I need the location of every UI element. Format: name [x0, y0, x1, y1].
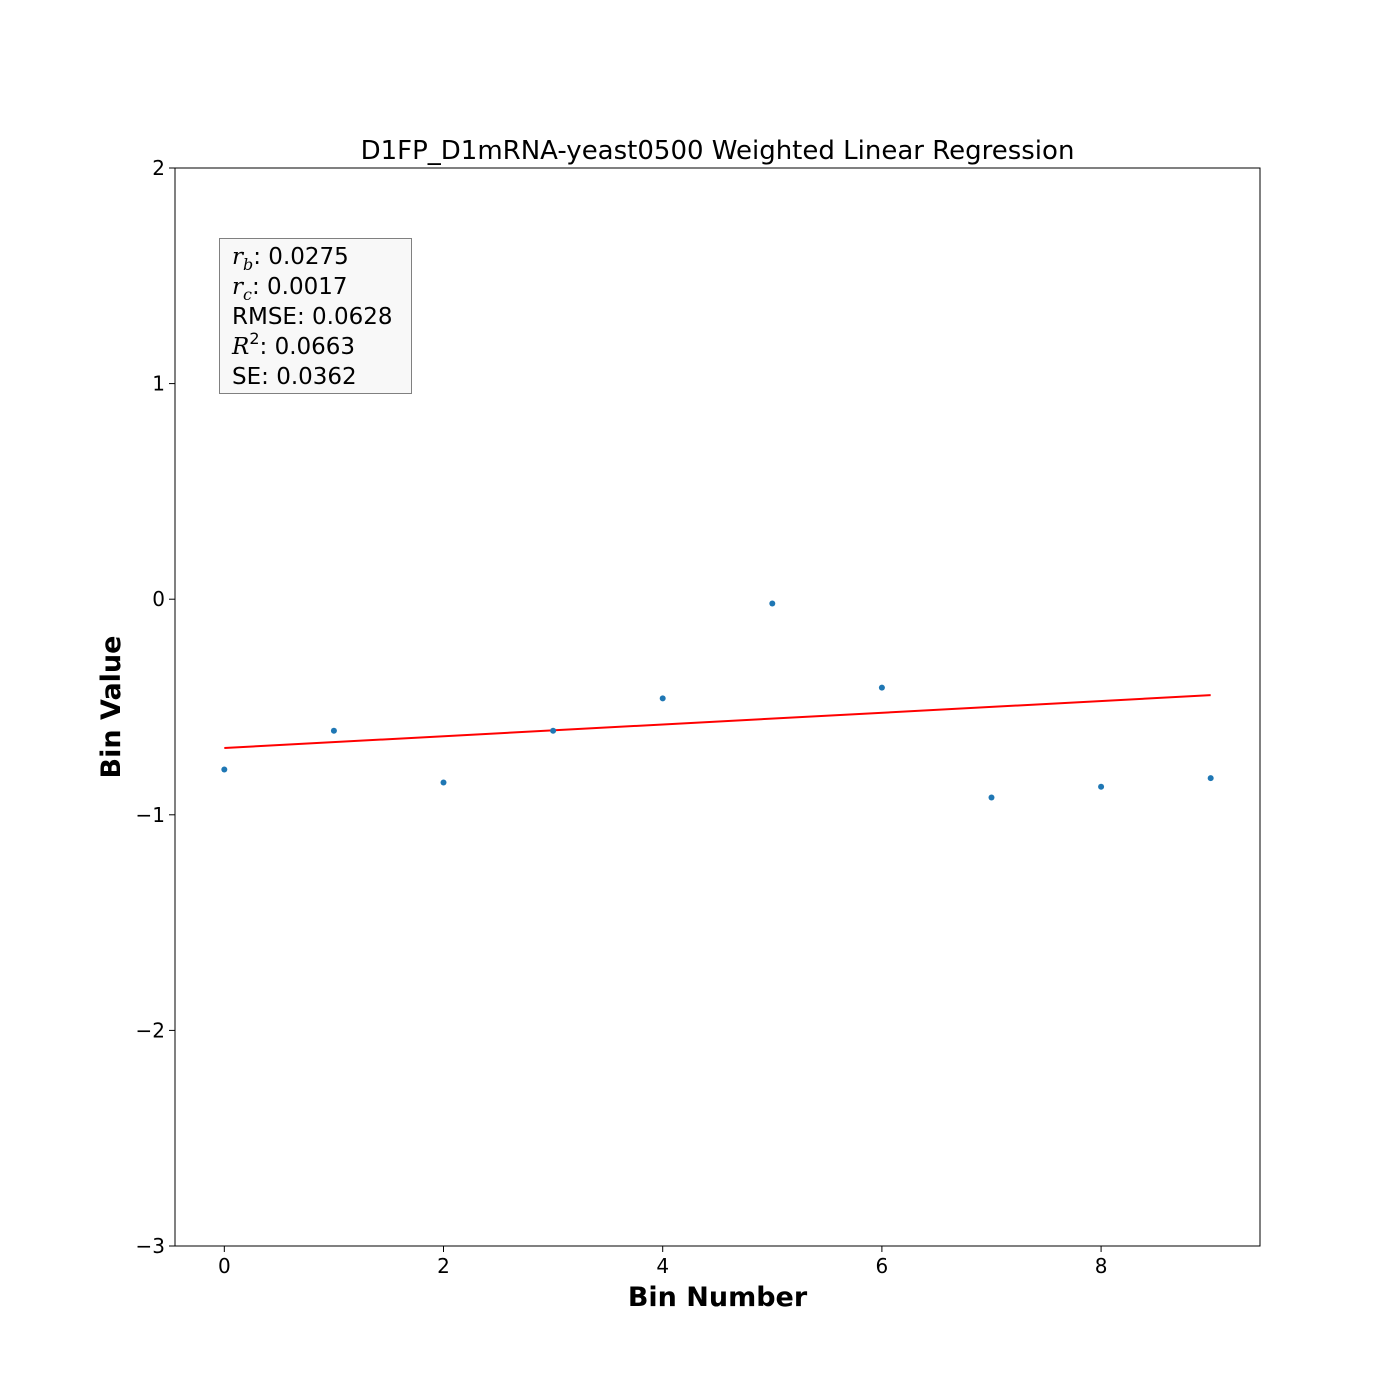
regression-fit-line — [224, 694, 1211, 749]
data-point — [440, 779, 447, 786]
stats-box-frame — [219, 238, 412, 394]
x-tick-label: 0 — [218, 1254, 231, 1278]
x-axis-label: Bin Number — [628, 1282, 808, 1313]
data-point — [1098, 783, 1105, 790]
data-point — [659, 695, 666, 702]
x-tick-label: 2 — [437, 1254, 450, 1278]
data-point — [550, 727, 557, 734]
y-tick-label: 0 — [152, 587, 165, 611]
data-points-layer — [221, 600, 1214, 801]
data-point — [878, 684, 885, 691]
x-tick-label: 4 — [656, 1254, 669, 1278]
stats-row: SE: 0.0362 — [232, 364, 357, 390]
y-tick-label: 1 — [152, 372, 165, 396]
data-point — [769, 600, 776, 607]
stats-row: RMSE: 0.0628 — [232, 304, 393, 330]
data-point — [330, 727, 337, 734]
y-axis-label: Bin Value — [96, 636, 127, 779]
x-tick-label: 6 — [876, 1254, 889, 1278]
data-point — [988, 794, 995, 801]
y-tick-label: −3 — [136, 1234, 165, 1258]
x-tick-label: 8 — [1095, 1254, 1108, 1278]
y-tick-label: 2 — [152, 156, 165, 180]
y-tick-label: −2 — [136, 1018, 165, 1042]
stats-row: rb: 0.0275 — [232, 244, 349, 274]
plot-frame — [174, 167, 1261, 1247]
y-tick-label: −1 — [136, 803, 165, 827]
data-point — [1207, 775, 1214, 782]
y-axis-ticks: 2 1 0 −1 −2 −3 — [136, 156, 175, 1258]
x-axis-ticks: 0 2 4 6 8 — [218, 1246, 1108, 1278]
fit-line-layer — [224, 694, 1211, 749]
stats-row: rc: 0.0017 — [232, 274, 348, 304]
chart-title: D1FP_D1mRNA-yeast0500 Weighted Linear Re… — [361, 136, 1075, 166]
data-point — [221, 766, 228, 773]
stats-row: R2: 0.0663 — [231, 329, 355, 360]
